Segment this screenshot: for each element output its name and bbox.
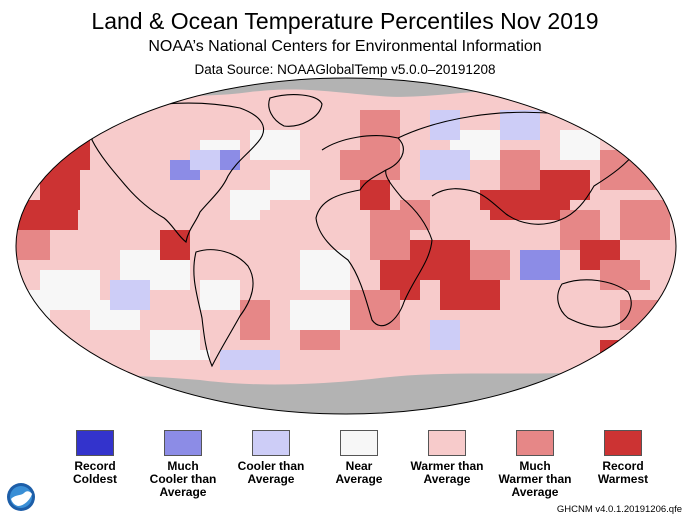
anomaly-tile <box>60 340 110 370</box>
legend-swatch <box>76 430 114 456</box>
anomaly-tile <box>460 210 490 240</box>
anomaly-tile <box>420 150 470 180</box>
anomaly-tile <box>640 240 676 280</box>
anomaly-tile <box>240 300 270 340</box>
anomaly-tile <box>260 210 290 240</box>
anomaly-tile <box>600 340 660 370</box>
anomaly-tile <box>430 110 460 140</box>
page-subtitle: NOAA’s National Centers for Environmenta… <box>148 38 542 55</box>
legend-label: Warmer than Average <box>410 459 484 486</box>
antarctic-no-data <box>16 372 676 414</box>
south-america-outline <box>193 249 254 368</box>
anomaly-tile <box>270 170 310 200</box>
anomaly-tile <box>540 170 590 200</box>
anomaly-tile <box>470 250 510 280</box>
anomaly-tile <box>300 250 350 290</box>
anomaly-tile <box>360 180 390 210</box>
anomaly-tile <box>300 120 340 150</box>
anomaly-tile <box>250 240 280 280</box>
anomaly-tile <box>18 200 78 230</box>
legend-item: Much Cooler than Average <box>138 430 228 499</box>
anomaly-tile <box>560 130 600 160</box>
anomaly-tile <box>520 250 560 280</box>
legend-swatch <box>604 430 642 456</box>
anomaly-tile <box>220 350 280 370</box>
anomaly-tile <box>500 150 540 190</box>
anomaly-tile <box>440 280 500 310</box>
anomaly-tile <box>330 220 360 250</box>
footer-version: GHCNM v4.0.1.20191206.qfe <box>556 504 682 515</box>
greenland-outline <box>268 94 323 127</box>
noaa-logo-icon <box>7 483 35 511</box>
legend-swatch <box>340 430 378 456</box>
anomaly-tile <box>220 150 240 170</box>
anomaly-tile <box>600 150 660 190</box>
legend-label: Record Coldest <box>72 459 117 486</box>
anomaly-tile <box>360 110 400 150</box>
legend-item: Much Warmer than Average <box>490 430 580 499</box>
anomaly-tile <box>250 130 300 160</box>
australia-outline <box>557 279 632 328</box>
anomaly-tile <box>30 110 80 150</box>
legend-label: Much Cooler than Average <box>149 459 217 499</box>
anomaly-tile <box>300 330 340 350</box>
legend-item: Warmer than Average <box>402 430 492 486</box>
legend-item: Near Average <box>314 430 404 486</box>
legend-item: Record Coldest <box>50 430 140 486</box>
anomaly-tile <box>80 200 130 230</box>
anomaly-tile <box>340 150 400 180</box>
anomaly-tile <box>430 320 460 350</box>
anomaly-tile <box>16 230 50 260</box>
legend-swatch <box>252 430 290 456</box>
page-title: Land & Ocean Temperature Percentiles Nov… <box>91 8 599 34</box>
anomaly-tile <box>110 280 150 310</box>
anomaly-tile <box>290 300 350 330</box>
asia-outline <box>397 111 641 225</box>
north-america-outline <box>91 102 264 243</box>
globe-border <box>15 77 677 415</box>
legend-label: Cooler than Average <box>237 459 305 486</box>
legend-swatch <box>164 430 202 456</box>
anomaly-tile <box>200 280 240 310</box>
anomaly-tile <box>140 310 180 330</box>
coastlines <box>91 94 641 368</box>
legend-swatch <box>516 430 554 456</box>
legend-item: Record Warmest <box>578 430 668 486</box>
anomaly-tile <box>200 320 230 350</box>
legend-item: Cooler than Average <box>226 430 316 486</box>
anomaly-tile <box>620 300 660 330</box>
legend-label: Near Average <box>335 459 383 486</box>
anomaly-tile <box>410 240 470 280</box>
legend-swatch <box>428 430 466 456</box>
data-source: Data Source: NOAAGlobalTemp v5.0.0–20191… <box>194 62 496 77</box>
anomaly-tile <box>160 230 190 260</box>
anomaly-tile <box>500 110 540 140</box>
anomaly-tile <box>620 200 670 240</box>
legend-label: Much Warmer than Average <box>498 459 572 499</box>
anomaly-tile <box>520 330 570 360</box>
europe-africa-outline <box>315 135 433 327</box>
anomaly-tile <box>130 120 170 150</box>
legend-label: Record Warmest <box>597 459 649 486</box>
